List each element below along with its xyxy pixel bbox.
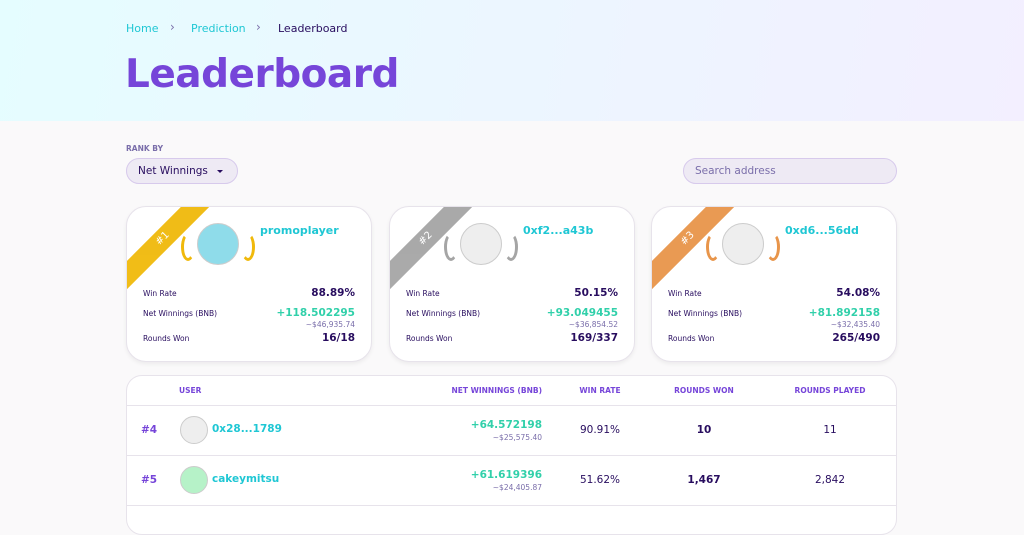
laurel bbox=[241, 233, 255, 261]
leaderboard-table: USER NET WINNINGS (BNB) WIN RATE ROUNDS WON… bbox=[126, 375, 897, 535]
row-divider bbox=[127, 505, 896, 506]
stat-sub: ~$32,435.40 bbox=[830, 320, 880, 329]
avatar bbox=[180, 466, 208, 494]
avatar bbox=[197, 223, 239, 265]
hero-header: Home › Prediction › Leaderboard Leaderbo… bbox=[0, 0, 1024, 121]
podium-card: #2 0xf2...a43b Win Rate 50.15% Net Winnings … bbox=[389, 206, 635, 362]
stat-value: 16/18 bbox=[321, 332, 355, 344]
stat-label: Rounds Won bbox=[143, 334, 190, 343]
laurel bbox=[706, 233, 720, 261]
player-name[interactable]: promoplayer bbox=[260, 224, 339, 237]
stat-value: 54.08% bbox=[836, 287, 880, 299]
net-winnings: +64.572198 bbox=[470, 419, 542, 431]
stat-value: 169/337 bbox=[570, 332, 618, 344]
rank-dropdown[interactable]: Net Winnings bbox=[126, 158, 238, 184]
user-name[interactable]: cakeymitsu bbox=[212, 473, 280, 485]
breadcrumb-separator: › bbox=[256, 20, 261, 34]
net-usd: ~$25,575.40 bbox=[492, 433, 542, 442]
rank-by-label: RANK BY bbox=[126, 144, 164, 153]
breadcrumb-separator: › bbox=[170, 20, 175, 34]
stat-value: +118.502295 bbox=[276, 307, 355, 319]
breadcrumb-link[interactable]: Home bbox=[126, 22, 159, 35]
stat-label: Win Rate bbox=[668, 289, 702, 298]
rank: #5 bbox=[141, 474, 158, 486]
column-header: NET WINNINGS (BNB) bbox=[451, 386, 542, 395]
podium-card: #3 0xd6...56dd Win Rate 54.08% Net Winnings … bbox=[651, 206, 897, 362]
breadcrumb-current: Leaderboard bbox=[278, 22, 348, 35]
laurel bbox=[181, 233, 195, 261]
stat-value: 50.15% bbox=[574, 287, 618, 299]
stat-label: Net Winnings (BNB) bbox=[143, 309, 218, 318]
rank: #4 bbox=[141, 424, 158, 436]
stat-sub: ~$36,854.52 bbox=[568, 320, 618, 329]
row-divider bbox=[127, 455, 896, 456]
stat-label: Win Rate bbox=[406, 289, 440, 298]
stat-label: Rounds Won bbox=[668, 334, 715, 343]
stat-label: Rounds Won bbox=[406, 334, 453, 343]
stat-sub: ~$46,935.74 bbox=[305, 320, 355, 329]
laurel bbox=[444, 233, 458, 261]
user-name[interactable]: 0x28...1789 bbox=[212, 423, 282, 435]
column-header: USER bbox=[179, 386, 202, 395]
breadcrumb-link[interactable]: Prediction bbox=[191, 22, 246, 35]
search-input[interactable]: Search address bbox=[683, 158, 897, 184]
net-winnings: +61.619396 bbox=[470, 469, 542, 481]
laurel bbox=[504, 233, 518, 261]
stat-value: +93.049455 bbox=[546, 307, 618, 319]
stat-label: Net Winnings (BNB) bbox=[406, 309, 481, 318]
avatar bbox=[460, 223, 502, 265]
net-usd: ~$24,405.87 bbox=[492, 483, 542, 492]
stat-value: +81.892158 bbox=[808, 307, 880, 319]
laurel bbox=[766, 233, 780, 261]
row-divider bbox=[127, 405, 896, 406]
avatar bbox=[722, 223, 764, 265]
page-title: Leaderboard bbox=[125, 52, 399, 97]
stat-value: 265/490 bbox=[832, 332, 880, 344]
avatar bbox=[180, 416, 208, 444]
stat-label: Net Winnings (BNB) bbox=[668, 309, 743, 318]
podium-card: #1 promoplayer Win Rate 88.89% Net Winnings … bbox=[126, 206, 372, 362]
stat-value: 88.89% bbox=[311, 287, 355, 299]
stat-label: Win Rate bbox=[143, 289, 177, 298]
player-name[interactable]: 0xf2...a43b bbox=[523, 224, 594, 237]
player-name[interactable]: 0xd6...56dd bbox=[785, 224, 859, 237]
